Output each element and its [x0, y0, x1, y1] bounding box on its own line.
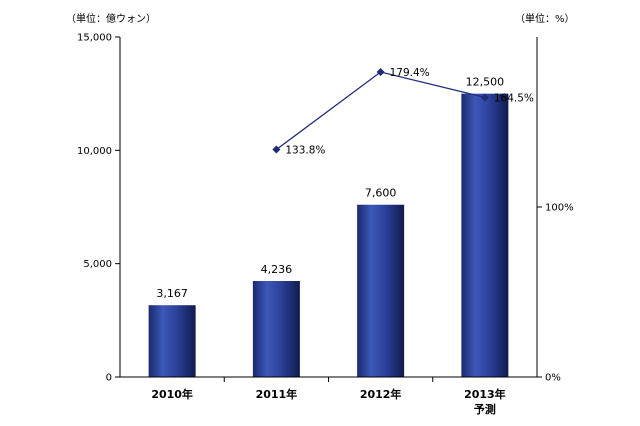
bar-value-label: 12,500 [466, 76, 505, 89]
bar-value-label: 4,236 [261, 263, 293, 276]
left-tick-label: 0 [106, 373, 112, 384]
bar [357, 204, 405, 377]
growth-line-label: 179.4% [390, 67, 430, 79]
bar [252, 280, 300, 377]
x-tick-label: 2013年 [464, 387, 506, 401]
bar [148, 305, 196, 377]
x-tick-label: 2012年 [360, 387, 402, 401]
growth-line-path [275, 71, 486, 151]
bar-value-label: 3,167 [156, 287, 188, 300]
left-tick-label: 15,000 [77, 33, 112, 44]
growth-line-label: 133.8% [285, 145, 325, 157]
right-axis-ticks: 0% 100% [537, 203, 574, 384]
x-tick-label: 2011年 [256, 387, 298, 401]
bar [461, 93, 509, 378]
x-tick-label: 2010年 [151, 387, 193, 401]
growth-line-point [480, 93, 489, 102]
bars [148, 93, 509, 378]
right-tick-label: 0% [545, 373, 561, 384]
left-axis-ticks: 0 5,000 10,000 15,000 [77, 33, 120, 384]
left-axis-unit-label: （単位：億ウォン） [66, 12, 156, 25]
x-tick-sublabel: 予測 [474, 402, 496, 416]
left-tick-label: 5,000 [83, 259, 112, 270]
growth-line-point [376, 68, 385, 77]
right-tick-label: 100% [545, 203, 574, 214]
bar-value-label: 7,600 [365, 187, 397, 200]
right-axis-unit-label: （単位：%） [515, 12, 575, 25]
bar-value-labels: 3,167 4,236 7,600 12,500 [156, 76, 504, 301]
growth-line: 133.8% 179.4% 164.5% [272, 67, 534, 157]
growth-line-point [272, 145, 281, 154]
left-tick-label: 10,000 [77, 146, 112, 157]
growth-line-label: 164.5% [494, 92, 534, 104]
